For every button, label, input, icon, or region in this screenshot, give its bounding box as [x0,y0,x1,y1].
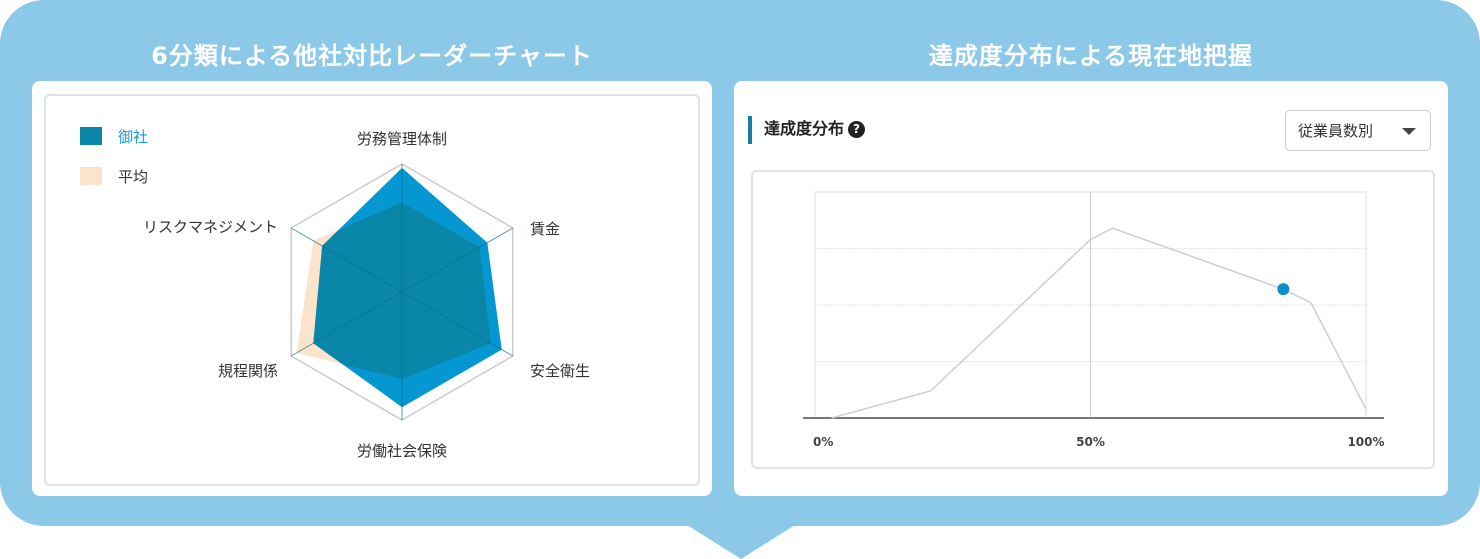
radar-spoke [290,227,403,293]
pointer-arrow [687,525,795,559]
dropdown-selected: 従業員数別 [1298,122,1374,140]
radar-axis-label: 安全衛生 [530,362,590,380]
legend-label-company: 御社 [118,128,149,146]
radar-axis-label: 労務管理体制 [357,130,447,148]
radar-spoke [401,291,514,357]
radar-axis-label: リスクマネジメント [143,218,278,236]
x-tick-label: 50% [1076,435,1105,449]
radar-axis-label: 規程関係 [218,362,278,380]
distribution-heading: 達成度分布による現在地把握 [928,42,1254,70]
radar-spoke [290,291,403,357]
grouping-dropdown[interactable]: 従業員数別 [1285,110,1431,151]
caret-down-icon [1402,128,1416,135]
x-tick-label: 0% [813,435,833,449]
distribution-chart: 0% 50% 100% [803,191,1385,449]
series-overlap [313,202,491,380]
radar-axis-label: 賃金 [530,220,560,238]
question-circle-icon[interactable]: ? [848,121,866,138]
radar-spoke [401,227,514,293]
radar-axis-label: 労働社会保険 [357,442,447,460]
legend-swatch-company [80,127,102,145]
radar-heading: 6分類による他社対比レーダーチャート [151,42,593,70]
distribution-title: 達成度分布? [748,116,866,144]
distribution-line [831,227,1367,419]
legend-label-average: 平均 [118,168,149,186]
legend-swatch-average [80,167,102,185]
distribution-title-text: 達成度分布 [764,119,845,138]
current-position-marker [1277,283,1290,296]
x-tick-label: 100% [1347,435,1384,449]
